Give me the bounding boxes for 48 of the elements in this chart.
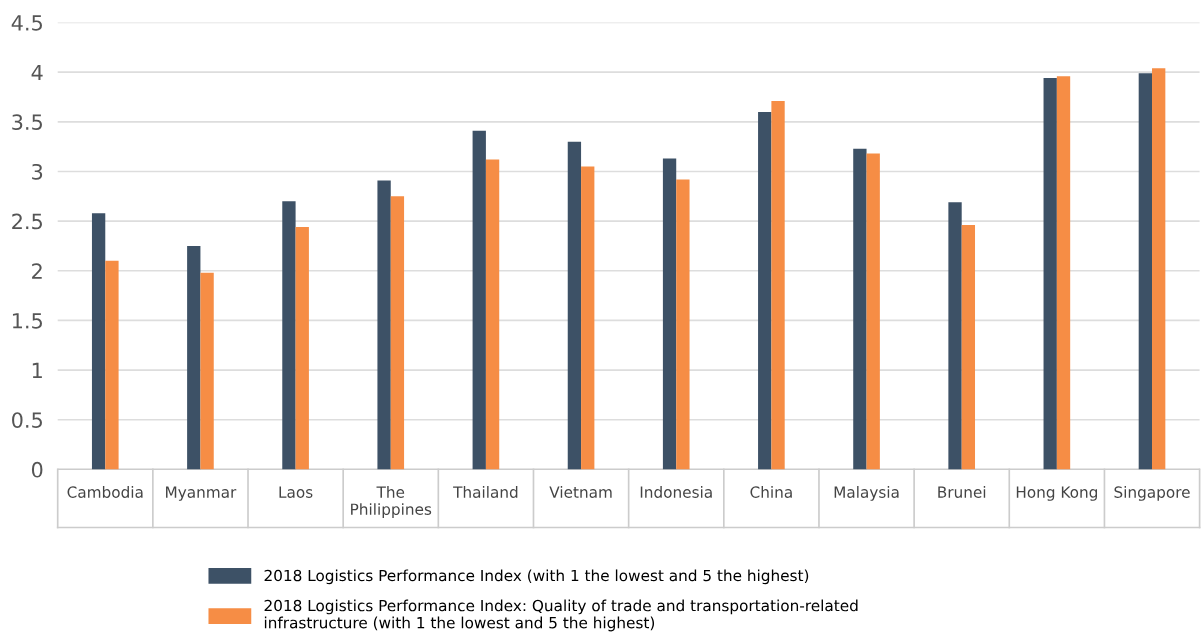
bar [771,100,785,470]
bar [567,141,582,470]
bar [91,213,106,470]
bar [948,202,962,470]
x-tick-label: China [750,486,792,498]
y-tick-label: 3 [32,163,43,180]
y-tick-label: 2 [32,263,42,279]
bar [676,179,690,470]
legend-label: 2018 Logistics Performance Index (with 1 the lowest and 5 the highest) [264,569,809,585]
bar [1043,78,1057,470]
legend-label: 2018 Logistics Performance Index: Quality of trade and transportation-related infrastructure (with 1 the lowest and 5 the highest) [264,599,858,632]
bar [662,158,677,470]
x-tick-label: The Philippines [351,486,432,518]
bar [853,148,867,470]
y-tick-label: 0 [31,461,43,478]
bar [377,180,391,470]
x-tick-label: Vietnam [549,486,612,498]
bar [187,245,201,470]
bar [282,201,296,470]
y-tick-label: 4 [31,64,43,81]
x-tick-label: Myanmar [166,486,237,501]
bar [581,166,595,470]
y-tick-label: 0.5 [12,412,42,428]
bar [1056,76,1071,470]
bar [1138,73,1153,470]
x-tick-label: Cambodia [67,486,143,498]
bar [390,196,405,470]
x-tick-label: Malaysia [834,486,899,501]
x-tick-label: Singapore [1114,486,1190,501]
y-tick-label: 4.5 [11,15,42,31]
bar [758,111,772,470]
x-tick-label: Hong Kong [1016,486,1097,501]
bar [1152,68,1166,470]
bar [485,159,500,470]
y-tick-label: 2.5 [12,213,42,230]
bar [866,153,880,470]
y-tick-label: 3.5 [12,114,42,131]
bar [200,272,214,470]
y-tick-label: 1 [32,362,42,378]
bar [961,225,976,470]
x-tick-label: Laos [279,486,313,498]
x-tick-label: Thailand [453,486,518,498]
bar [295,227,309,470]
x-tick-label: Brunei [938,486,986,498]
y-tick-label: 1.5 [12,313,42,329]
bar [105,260,119,470]
x-tick-label: Indonesia [640,486,712,498]
bar [472,130,486,470]
